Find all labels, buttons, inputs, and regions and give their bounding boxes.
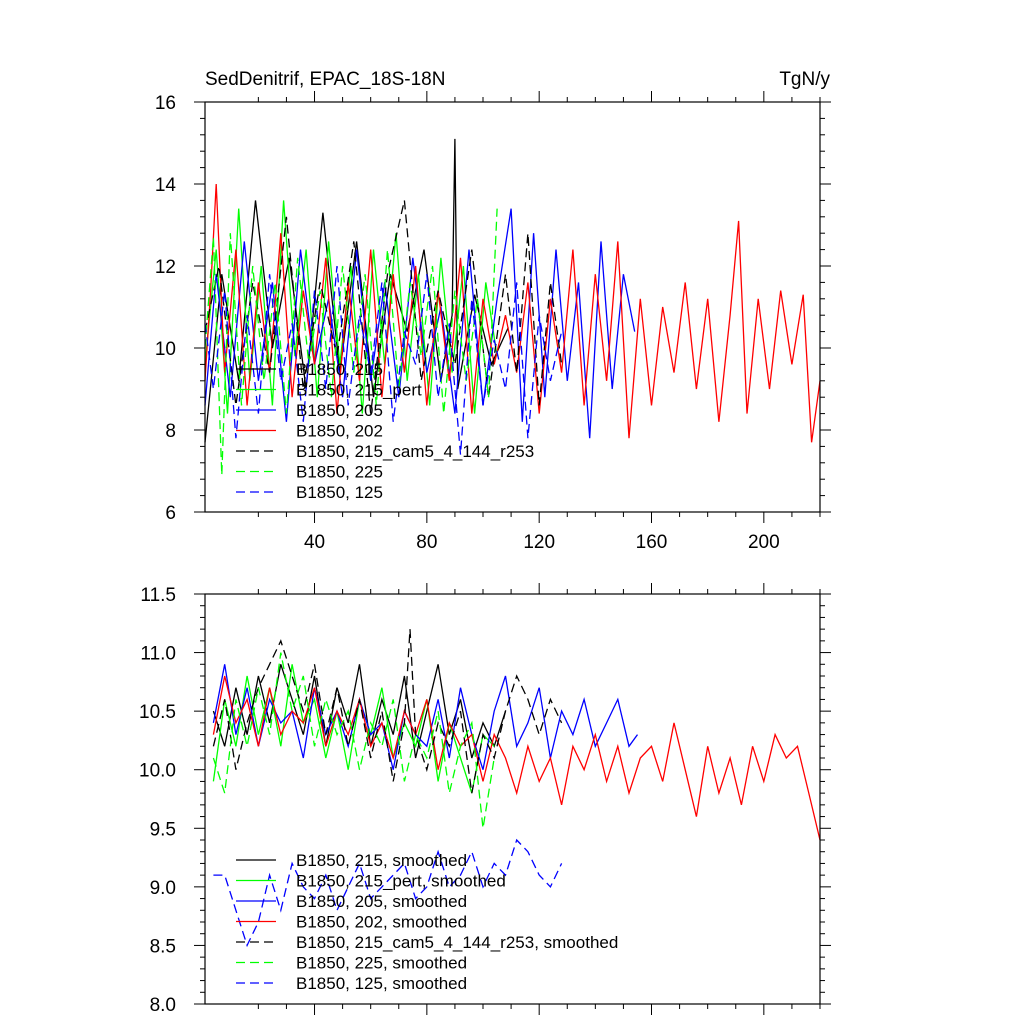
chart-title: SedDenitrif, EPAC_18S-18N bbox=[205, 69, 445, 90]
top-panel: SedDenitrif, EPAC_18S-18N TgN/y 40 80 120 1… bbox=[155, 69, 831, 553]
series-line bbox=[212, 675, 821, 841]
series-line bbox=[212, 629, 563, 794]
chart-units: TgN/y bbox=[779, 69, 830, 90]
x-tick-label: 80 bbox=[416, 532, 437, 553]
bottom-panel: 8.0 8.5 9.0 9.5 10.0 10.5 11.0 11.5 B1850, 215,… bbox=[139, 583, 831, 1016]
series-line bbox=[204, 183, 821, 443]
series-line bbox=[212, 664, 639, 770]
legend-label: B1850, 202 bbox=[296, 422, 383, 441]
y-tick-label: 12 bbox=[155, 257, 176, 278]
y-tick-label: 9.0 bbox=[150, 878, 176, 899]
y-tick-label: 11.5 bbox=[140, 585, 176, 606]
y-tick-label: 11.0 bbox=[140, 644, 176, 665]
legend-label: B1850, 215 bbox=[296, 360, 383, 379]
legend-label: B1850, 225, smoothed bbox=[296, 954, 467, 973]
legend-label: B1850, 205 bbox=[296, 401, 383, 420]
plot-frame bbox=[204, 101, 821, 513]
x-tick-label: 160 bbox=[636, 532, 668, 553]
series-line bbox=[204, 265, 563, 455]
series-line bbox=[213, 838, 563, 948]
y-tick-label: 10.0 bbox=[139, 761, 176, 782]
y-tick-label: 16 bbox=[155, 93, 176, 114]
legend-label: B1850, 215_cam5_4_144_r253 bbox=[296, 442, 534, 461]
y-tick-label: 8 bbox=[165, 421, 176, 442]
legend-label: B1850, 215_pert bbox=[296, 381, 422, 400]
y-tick-label: 8.0 bbox=[150, 995, 176, 1016]
series-line bbox=[204, 200, 498, 414]
x-tick-label: 200 bbox=[748, 532, 780, 553]
y-tick-label: 8.5 bbox=[150, 936, 176, 957]
y-tick-label: 6 bbox=[165, 503, 176, 524]
y-tick-label: 10 bbox=[155, 339, 176, 360]
y-tick-label: 10.5 bbox=[139, 702, 176, 723]
x-tick-label: 40 bbox=[304, 532, 325, 553]
legend-label: B1850, 225 bbox=[296, 463, 383, 482]
legend-label: B1850, 125 bbox=[296, 483, 383, 502]
legend-label: B1850, 215_pert, smoothed bbox=[296, 872, 506, 891]
legend-label: B1850, 202, smoothed bbox=[296, 913, 467, 932]
y-tick-label: 9.5 bbox=[150, 819, 176, 840]
series-line bbox=[212, 652, 495, 829]
y-tick-label: 14 bbox=[155, 175, 177, 196]
legend-label: B1850, 125, smoothed bbox=[296, 974, 467, 993]
x-tick-label: 120 bbox=[523, 532, 555, 553]
series-line bbox=[204, 208, 498, 476]
plot-frame bbox=[204, 593, 821, 1005]
legend-label: B1850, 205, smoothed bbox=[296, 892, 467, 911]
legend-label: B1850, 215, smoothed bbox=[296, 851, 467, 870]
legend-label: B1850, 215_cam5_4_144_r253, smoothed bbox=[296, 933, 618, 952]
